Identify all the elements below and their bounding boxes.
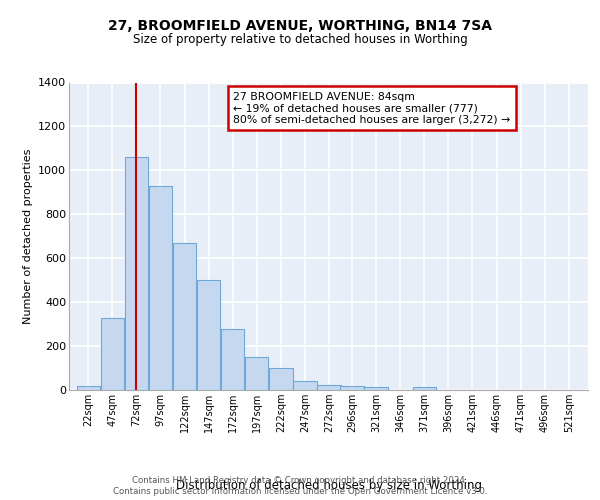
Bar	[149, 186, 172, 390]
Bar	[293, 381, 317, 390]
Bar	[340, 386, 364, 390]
Text: 27, BROOMFIELD AVENUE, WORTHING, BN14 7SA: 27, BROOMFIELD AVENUE, WORTHING, BN14 7S…	[108, 19, 492, 33]
Text: Size of property relative to detached houses in Worthing: Size of property relative to detached ho…	[133, 34, 467, 46]
Bar	[317, 385, 341, 390]
X-axis label: Distribution of detached houses by size in Worthing: Distribution of detached houses by size …	[176, 480, 482, 492]
Bar	[245, 357, 268, 390]
Bar	[77, 386, 100, 390]
Y-axis label: Number of detached properties: Number of detached properties	[23, 148, 32, 324]
Text: Contains public sector information licensed under the Open Government Licence v3: Contains public sector information licen…	[113, 487, 487, 496]
Bar	[173, 243, 196, 390]
Bar	[125, 157, 148, 390]
Bar	[269, 368, 293, 390]
Bar	[413, 388, 436, 390]
Bar	[364, 386, 388, 390]
Bar	[101, 318, 124, 390]
Text: Contains HM Land Registry data © Crown copyright and database right 2024.: Contains HM Land Registry data © Crown c…	[132, 476, 468, 485]
Bar	[197, 280, 220, 390]
Bar	[221, 328, 244, 390]
Text: 27 BROOMFIELD AVENUE: 84sqm
← 19% of detached houses are smaller (777)
80% of se: 27 BROOMFIELD AVENUE: 84sqm ← 19% of det…	[233, 92, 511, 125]
